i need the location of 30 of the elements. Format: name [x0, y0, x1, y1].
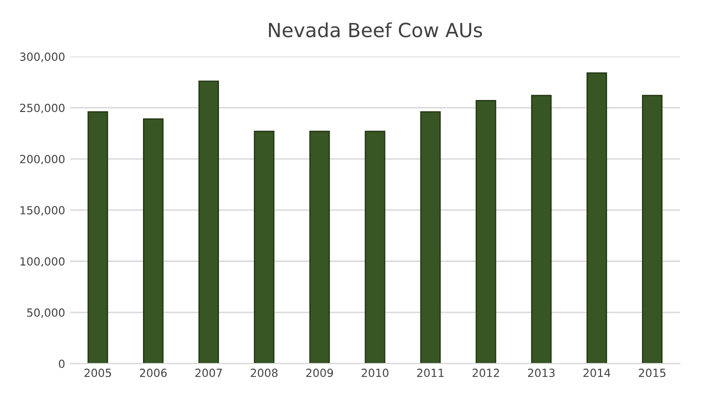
chart-title: Nevada Beef Cow AUs [269, 22, 482, 38]
y-tick-label: 150,000 [20, 206, 64, 216]
x-tick-label: 2007 [195, 368, 222, 378]
y-tick-label: 100,000 [20, 257, 64, 267]
bar [198, 80, 219, 364]
y-tick-label: 200,000 [20, 154, 64, 164]
y-tick-label: 50,000 [27, 308, 64, 318]
bar [586, 72, 608, 364]
bar [476, 100, 496, 364]
x-tick-label: 2008 [250, 368, 278, 378]
bar [143, 118, 164, 364]
bar [88, 111, 108, 364]
x-tick-label: 2012 [472, 368, 499, 378]
x-tick-label: 2011 [417, 368, 444, 378]
x-tick-label: 2006 [140, 368, 167, 378]
x-tick-label: 2013 [528, 368, 555, 378]
bar [531, 94, 552, 364]
bar [364, 130, 386, 364]
bar [420, 111, 441, 364]
y-tick-label: 300,000 [20, 52, 64, 62]
y-tick-label: 0 [58, 360, 64, 368]
bar [309, 130, 330, 364]
bar [642, 94, 663, 364]
x-tick-label: 2015 [638, 368, 666, 378]
x-tick-label: 2010 [362, 368, 388, 378]
x-tick-label: 2014 [583, 368, 610, 378]
x-tick-label: 2009 [306, 368, 333, 378]
y-tick-label: 250,000 [20, 104, 64, 114]
x-tick-label: 2005 [84, 368, 111, 378]
bar [254, 130, 274, 364]
